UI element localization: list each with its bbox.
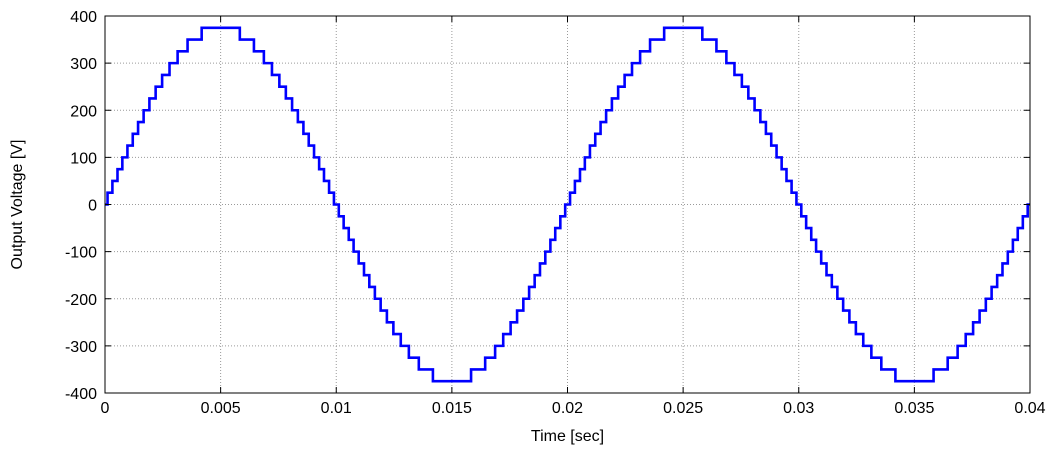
x-tick-label: 0.01 — [321, 400, 352, 417]
y-tick-label: -400 — [65, 386, 97, 403]
tick-labels: 0 0.005 0.01 0.015 0.02 0.025 0.03 0.035 0.04 -40… — [65, 9, 1046, 417]
y-tick-label: -100 — [65, 245, 97, 262]
x-axis-label: Time [sec] — [531, 428, 604, 445]
y-tick-label: -200 — [65, 292, 97, 309]
y-tick-label: 0 — [88, 198, 97, 215]
x-tick-label: 0.02 — [552, 400, 583, 417]
ticks — [104, 15, 1031, 394]
series-layer — [105, 26, 1030, 383]
x-tick-label: 0.04 — [1014, 400, 1045, 417]
y-tick-label: 200 — [70, 103, 97, 120]
y-tick-label: 100 — [70, 150, 97, 167]
x-tick-label: 0 — [101, 400, 110, 417]
y-tick-label: -300 — [65, 339, 97, 356]
x-tick-label: 0.025 — [663, 400, 703, 417]
x-tick-label: 0.005 — [201, 400, 241, 417]
y-tick-label: 300 — [70, 56, 97, 73]
x-tick-label: 0.015 — [432, 400, 472, 417]
x-tick-label: 0.035 — [894, 400, 934, 417]
x-tick-label: 0.03 — [783, 400, 814, 417]
series-line — [105, 26, 1030, 383]
y-tick-label: 400 — [70, 9, 97, 26]
y-axis-label: Output Voltage [V] — [9, 140, 26, 270]
